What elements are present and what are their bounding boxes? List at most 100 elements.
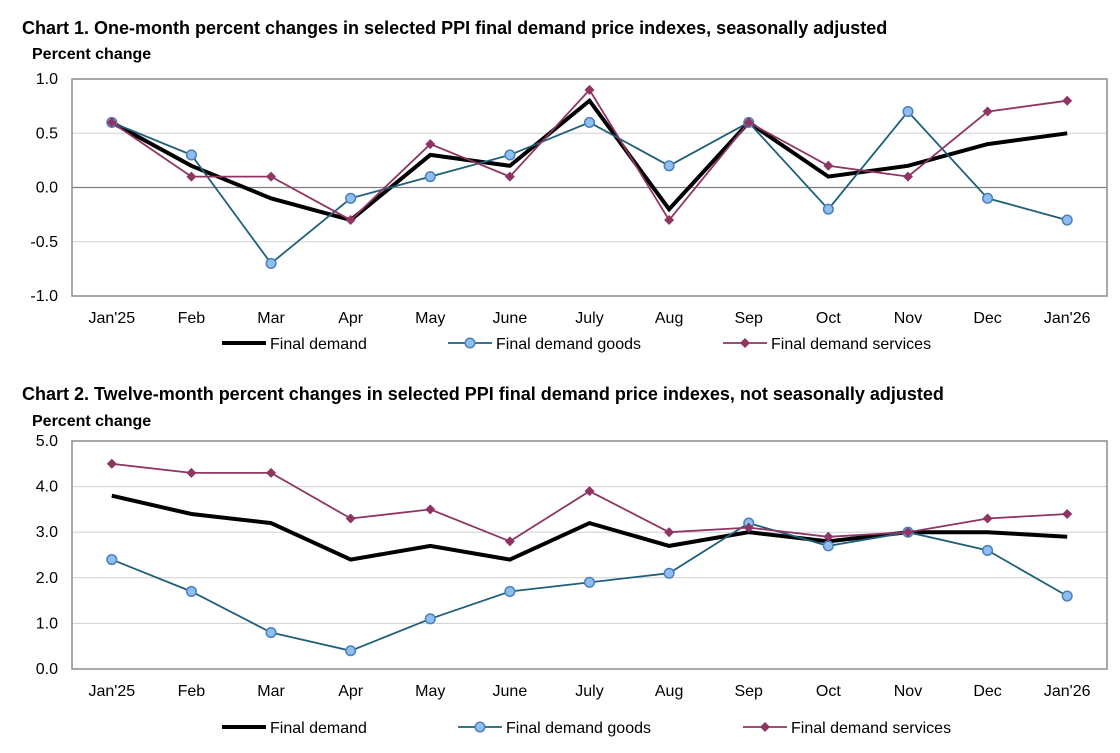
data-point <box>584 486 595 497</box>
data-point <box>106 117 117 128</box>
chart1-title: Chart 1. One-month percent changes in se… <box>22 18 887 38</box>
series-line-0 <box>111 493 1068 562</box>
data-point <box>185 149 197 161</box>
y-tick-label: 0.0 <box>36 661 58 678</box>
data-point <box>664 527 675 538</box>
x-tick-label: June <box>493 310 528 327</box>
data-point <box>982 192 994 204</box>
data-point <box>902 527 913 538</box>
data-point <box>266 171 277 182</box>
chart2-y-label: Percent change <box>32 413 151 430</box>
data-point <box>982 106 993 117</box>
x-tick-label: Feb <box>178 310 206 327</box>
x-tick-label: Jan'25 <box>88 310 135 327</box>
data-point <box>106 458 117 469</box>
x-tick-label: Jan'26 <box>1044 683 1091 700</box>
y-tick-label: -0.5 <box>30 234 58 251</box>
data-point <box>743 117 754 128</box>
data-point <box>902 106 914 118</box>
chart1-y-label: Percent change <box>32 46 151 63</box>
chart1: 1.0 0.5 0.0 -0.5 -1.0 Jan'25 Feb Mar Apr May June J… <box>30 71 1108 353</box>
x-tick-label: Oct <box>816 310 841 327</box>
chart2: 5.0 4.0 3.0 2.0 1.0 0.0 Jan'25 Feb Mar Apr May June… <box>36 433 1108 737</box>
data-point <box>106 554 118 566</box>
data-point <box>1061 590 1073 602</box>
data-point <box>186 467 197 478</box>
legend-label: Final demand services <box>791 720 951 737</box>
x-tick-label: Apr <box>338 683 364 700</box>
data-point <box>1061 214 1073 226</box>
legend-label: Final demand <box>270 720 367 737</box>
x-tick-label: Dec <box>973 310 1001 327</box>
x-tick-label: Mar <box>257 310 285 327</box>
data-point <box>425 139 436 150</box>
data-point <box>424 171 436 183</box>
data-point <box>902 171 913 182</box>
y-tick-label: 2.0 <box>36 570 58 587</box>
data-point <box>345 513 356 524</box>
chart2-title: Chart 2. Twelve-month percent changes in… <box>22 384 944 404</box>
data-point <box>823 160 834 171</box>
series-line-2 <box>111 462 1068 543</box>
x-tick-label: Sep <box>734 683 763 700</box>
x-tick-label: Jan'25 <box>88 683 135 700</box>
data-point <box>663 567 675 579</box>
y-tick-label: -1.0 <box>30 288 58 305</box>
data-point <box>504 171 515 182</box>
x-tick-label: Aug <box>655 683 683 700</box>
data-point <box>266 467 277 478</box>
data-point <box>186 171 197 182</box>
legend-label: Final demand goods <box>506 720 651 737</box>
data-point <box>504 585 516 598</box>
data-point <box>265 626 277 639</box>
x-tick-label: Jan'26 <box>1044 310 1091 327</box>
x-tick-label: May <box>415 683 445 700</box>
data-point <box>822 540 834 552</box>
x-tick-label: Oct <box>816 683 841 700</box>
y-tick-label: 0.0 <box>36 180 58 197</box>
x-tick-label: June <box>493 683 528 700</box>
x-tick-label: Nov <box>894 683 922 700</box>
legend-marker <box>474 721 486 733</box>
x-tick-label: Mar <box>257 683 285 700</box>
x-tick-label: July <box>575 683 603 700</box>
data-point <box>982 544 994 556</box>
data-point <box>583 116 596 128</box>
data-point <box>265 257 277 270</box>
y-tick-label: 5.0 <box>36 433 58 450</box>
legend-marker <box>760 722 770 732</box>
data-point <box>425 504 436 515</box>
y-tick-label: 0.5 <box>36 125 58 142</box>
y-tick-label: 4.0 <box>36 479 58 496</box>
series-line-0 <box>110 97 1068 223</box>
data-point <box>345 645 357 657</box>
data-point <box>743 522 754 533</box>
x-tick-label: July <box>575 310 603 327</box>
legend-marker <box>740 338 750 348</box>
y-tick-label: 1.0 <box>36 71 58 88</box>
legend-label: Final demand <box>270 336 367 353</box>
data-point <box>1062 508 1073 519</box>
x-tick-label: Sep <box>734 310 763 327</box>
x-tick-label: Feb <box>178 683 206 700</box>
x-tick-label: Aug <box>655 310 683 327</box>
data-point <box>982 513 993 524</box>
x-tick-label: Nov <box>894 310 922 327</box>
y-tick-label: 3.0 <box>36 524 58 541</box>
data-point <box>823 531 834 542</box>
data-point <box>663 160 675 172</box>
data-point <box>345 215 356 226</box>
data-point <box>185 585 197 598</box>
data-point <box>504 536 515 547</box>
data-point <box>822 203 834 215</box>
legend-label: Final demand goods <box>496 336 641 353</box>
legend-label: Final demand services <box>771 336 931 353</box>
series-line-2 <box>111 88 1068 222</box>
plot-area <box>71 78 1108 297</box>
data-point <box>664 215 675 226</box>
data-point <box>504 149 516 161</box>
x-tick-label: May <box>415 310 445 327</box>
data-point <box>1062 95 1073 106</box>
y-tick-label: 1.0 <box>36 615 58 632</box>
x-tick-label: Apr <box>338 310 364 327</box>
